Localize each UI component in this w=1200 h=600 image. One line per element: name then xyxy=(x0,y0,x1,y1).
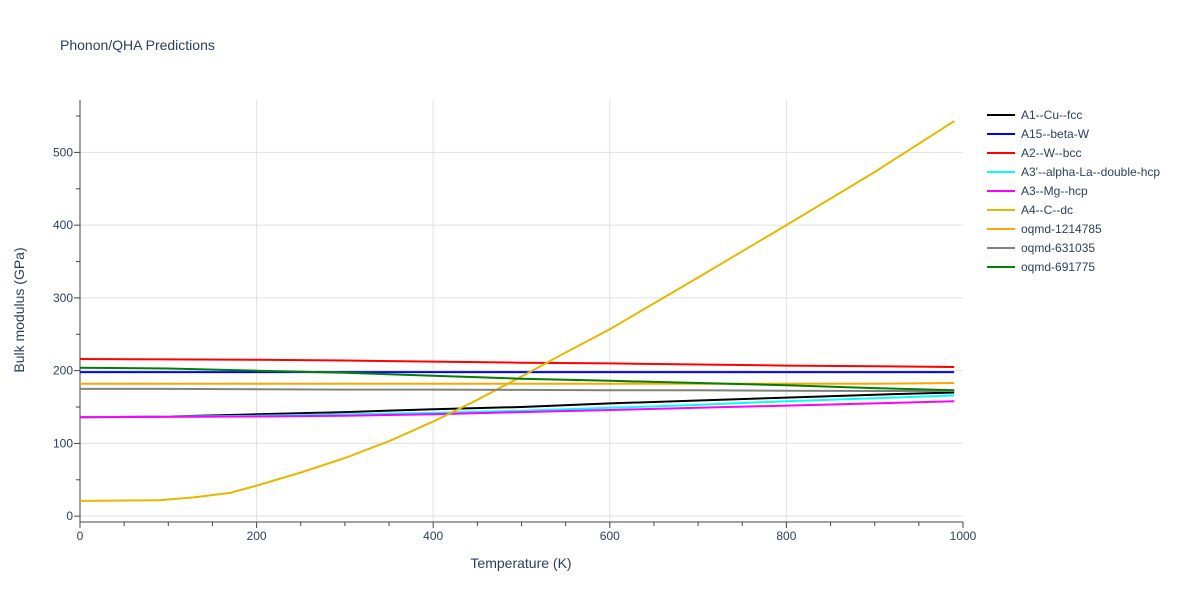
x-axis-title: Temperature (K) xyxy=(470,555,571,571)
series-line-A4--C--dc[interactable] xyxy=(79,120,955,502)
chart-title: Phonon/QHA Predictions xyxy=(60,37,215,53)
y-axis-title: Bulk modulus (GPa) xyxy=(11,247,27,372)
legend-label[interactable]: A2--W--bcc xyxy=(1021,146,1081,160)
legend-label[interactable]: oqmd-691775 xyxy=(1021,260,1095,274)
y-tick-label: 500 xyxy=(53,145,73,159)
series-line-A3--Mg--hcp[interactable] xyxy=(79,400,955,419)
x-tick-label: 200 xyxy=(247,529,267,543)
legend-label[interactable]: oqmd-631035 xyxy=(1021,241,1095,255)
y-tick-label: 400 xyxy=(53,218,73,232)
x-tick-label: 0 xyxy=(77,529,84,543)
y-tick-label: 300 xyxy=(53,291,73,305)
y-axis-ticks: 0 100 200 300 400 500 xyxy=(53,145,73,523)
legend-label[interactable]: A4--C--dc xyxy=(1021,203,1073,217)
series-line-A2--W--bcc[interactable] xyxy=(79,358,955,368)
series-line-oqmd-1214785[interactable] xyxy=(80,382,955,385)
x-tick-label: 1000 xyxy=(950,529,977,543)
legend-label[interactable]: A3--Mg--hcp xyxy=(1021,184,1088,198)
x-tick-label: 800 xyxy=(776,529,796,543)
legend: A1--Cu--fcc A15--beta-W A2--W--bcc A3'--alp… xyxy=(987,108,1160,274)
plot-area[interactable] xyxy=(79,120,955,502)
series-line-oqmd-691775[interactable] xyxy=(79,366,955,392)
legend-label[interactable]: A1--Cu--fcc xyxy=(1021,108,1082,122)
grid xyxy=(80,100,963,522)
x-axis-ticks: 0 200 400 600 800 1000 xyxy=(77,529,977,543)
legend-label[interactable]: A15--beta-W xyxy=(1021,127,1090,141)
x-tick-label: 600 xyxy=(600,529,620,543)
legend-label[interactable]: oqmd-1214785 xyxy=(1021,222,1102,236)
legend-label[interactable]: A3'--alpha-La--double-hcp xyxy=(1021,165,1160,179)
x-tick-label: 400 xyxy=(423,529,443,543)
y-tick-label: 0 xyxy=(66,509,73,523)
y-tick-label: 200 xyxy=(53,364,73,378)
y-tick-label: 100 xyxy=(53,436,73,450)
series-line-oqmd-631035[interactable] xyxy=(80,387,955,392)
axes xyxy=(74,100,964,528)
